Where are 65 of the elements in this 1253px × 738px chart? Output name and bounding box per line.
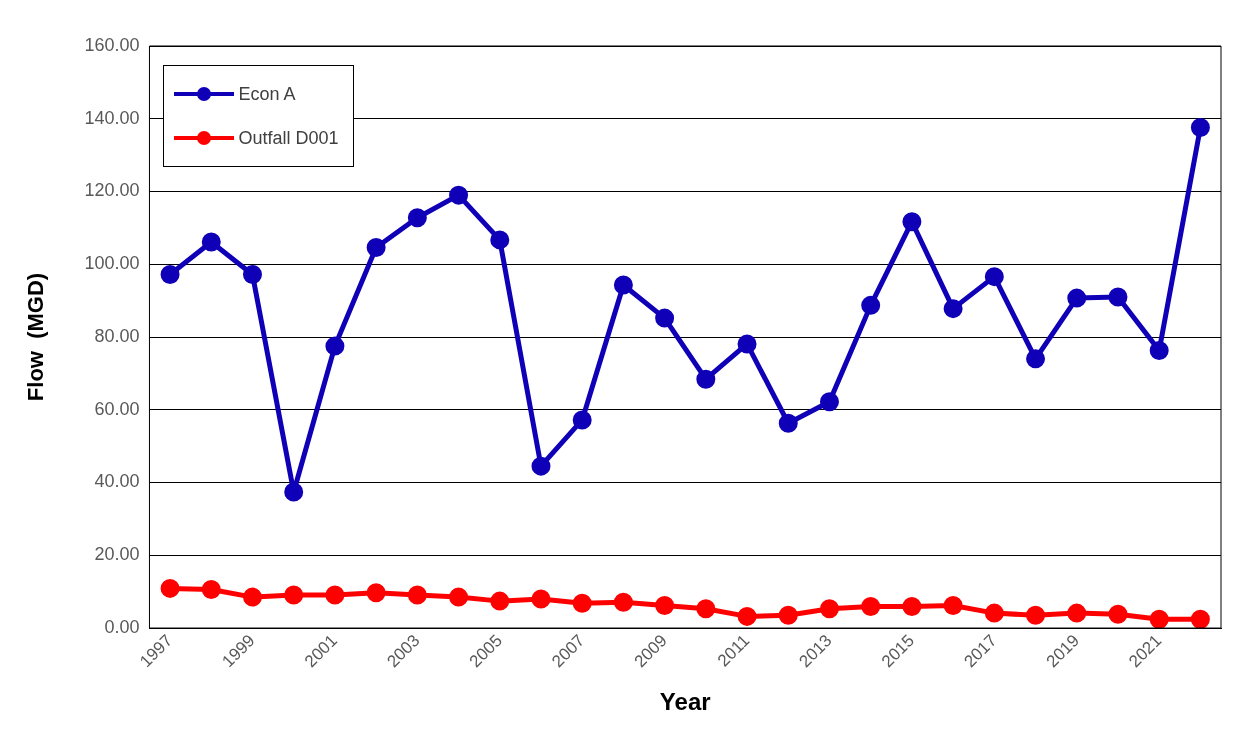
point <box>1149 609 1169 629</box>
point <box>242 587 262 607</box>
y-tick-label: 160.00 <box>84 34 140 55</box>
point <box>242 264 262 284</box>
y-tick-label: 40.00 <box>94 471 140 492</box>
x-axis-title: Year <box>659 688 711 716</box>
point <box>531 456 551 476</box>
point <box>737 334 757 354</box>
point <box>325 585 345 605</box>
legend-label: Outfall D001 <box>238 127 339 149</box>
point <box>902 597 922 617</box>
point <box>1190 117 1210 137</box>
point <box>201 232 221 252</box>
y-tick-label: 80.00 <box>94 325 140 346</box>
point <box>490 591 510 611</box>
point <box>1026 605 1046 625</box>
point <box>984 603 1004 623</box>
point <box>366 583 386 603</box>
point <box>366 238 386 258</box>
point <box>490 230 510 250</box>
y-tick-label: 100.00 <box>84 253 140 274</box>
point <box>861 597 881 617</box>
y-axis-title: Flow (MGD) <box>23 272 49 402</box>
y-tick-label: 120.00 <box>84 180 140 201</box>
point <box>655 595 675 615</box>
point <box>737 606 757 626</box>
point <box>449 587 469 607</box>
point <box>819 392 839 412</box>
point <box>943 595 963 615</box>
point <box>819 599 839 619</box>
point <box>902 212 922 232</box>
point <box>613 592 633 612</box>
point <box>407 585 427 605</box>
point <box>1067 603 1087 623</box>
point <box>1026 349 1046 369</box>
point <box>160 264 180 284</box>
point <box>284 482 304 502</box>
point <box>325 336 345 356</box>
y-tick-label: 60.00 <box>94 398 140 419</box>
point <box>984 267 1004 287</box>
point <box>572 410 592 430</box>
y-tick-label: 0.00 <box>104 617 140 637</box>
point <box>407 208 427 228</box>
y-tick-label: 140.00 <box>84 107 140 128</box>
point <box>572 593 592 613</box>
point <box>284 585 304 605</box>
point <box>160 578 180 598</box>
point <box>696 369 716 389</box>
y-tick-label: 20.00 <box>94 544 140 565</box>
point <box>1108 604 1128 624</box>
legend-label: Econ A <box>238 83 296 105</box>
point <box>449 185 469 205</box>
point <box>778 605 798 625</box>
point <box>943 299 963 319</box>
point <box>1108 287 1128 307</box>
point <box>201 579 221 599</box>
point <box>1067 288 1087 308</box>
point <box>1190 609 1210 629</box>
point <box>696 599 716 619</box>
point <box>778 413 798 433</box>
point <box>531 589 551 609</box>
point <box>861 295 881 315</box>
point <box>1149 340 1169 360</box>
point <box>613 275 633 295</box>
point <box>655 308 675 328</box>
